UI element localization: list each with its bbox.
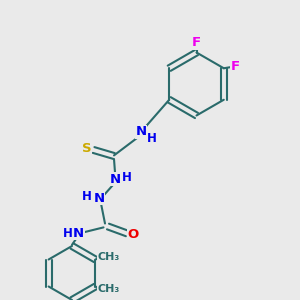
- Text: H: H: [147, 131, 156, 145]
- Text: H: H: [122, 171, 132, 184]
- Text: H: H: [63, 226, 72, 240]
- Text: CH₃: CH₃: [97, 284, 119, 295]
- Text: F: F: [231, 60, 240, 73]
- Text: S: S: [82, 142, 92, 155]
- Text: O: O: [128, 227, 139, 241]
- Text: H: H: [82, 190, 92, 203]
- Text: N: N: [93, 191, 105, 205]
- Text: N: N: [73, 226, 84, 240]
- Text: F: F: [192, 36, 201, 50]
- Text: N: N: [135, 125, 147, 139]
- Text: CH₃: CH₃: [97, 251, 119, 262]
- Text: N: N: [110, 172, 121, 186]
